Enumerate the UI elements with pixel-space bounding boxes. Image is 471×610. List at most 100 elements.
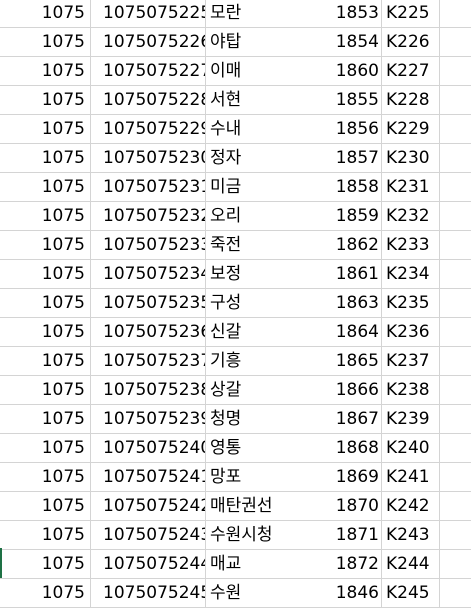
cell-station-number[interactable]: 1863 (300, 289, 382, 317)
cell-station-id[interactable]: 1075075230 (91, 144, 206, 172)
cell-empty[interactable] (440, 347, 471, 375)
cell-station-id[interactable]: 1075075232 (91, 202, 206, 230)
cell-line-code[interactable]: 1075 (0, 492, 91, 520)
cell-station-id[interactable]: 1075075228 (91, 86, 206, 114)
cell-station-id[interactable]: 1075075237 (91, 347, 206, 375)
cell-station-name[interactable]: 모란 (210, 3, 242, 23)
cell-station-name[interactable]: 미금 (210, 177, 242, 197)
cell-line-code[interactable]: 1075 (0, 57, 91, 85)
cell-station-code[interactable]: K236 (382, 318, 440, 346)
cell-line-code[interactable]: 1075 (0, 173, 91, 201)
cell-station-name[interactable]: 망포 (210, 467, 242, 487)
cell-empty[interactable] (440, 0, 471, 27)
cell-station-code[interactable]: K232 (382, 202, 440, 230)
cell-station-code[interactable]: K239 (382, 405, 440, 433)
cell-empty[interactable] (440, 376, 471, 404)
cell-station-name[interactable]: 구성 (210, 293, 242, 313)
cell-station-number[interactable]: 1868 (300, 434, 382, 462)
cell-line-code[interactable]: 1075 (0, 463, 91, 491)
cell-station-id[interactable]: 1075075235 (91, 289, 206, 317)
cell-station-number[interactable]: 1860 (300, 57, 382, 85)
cell-line-code[interactable]: 1075 (0, 202, 91, 230)
cell-station-code[interactable]: K233 (382, 231, 440, 259)
cell-empty[interactable] (440, 521, 471, 549)
cell-station-code[interactable]: K226 (382, 28, 440, 56)
cell-line-code[interactable]: 1075 (0, 0, 91, 27)
cell-station-name[interactable]: 신갈 (210, 322, 242, 342)
cell-station-id[interactable]: 1075075233 (91, 231, 206, 259)
cell-line-code[interactable]: 1075 (0, 376, 91, 404)
cell-station-name[interactable]: 매탄권선 (210, 496, 273, 516)
cell-station-name[interactable]: 수내 (210, 119, 242, 139)
cell-station-number[interactable]: 1862 (300, 231, 382, 259)
cell-empty[interactable] (440, 492, 471, 520)
cell-station-name[interactable]: 기흥 (210, 351, 242, 371)
cell-station-id[interactable]: 1075075229 (91, 115, 206, 143)
cell-line-code[interactable]: 1075 (0, 231, 91, 259)
cell-station-id[interactable]: 1075075227 (91, 57, 206, 85)
cell-line-code[interactable]: 1075 (0, 28, 91, 56)
cell-station-number[interactable]: 1867 (300, 405, 382, 433)
cell-station-number[interactable]: 1846 (300, 579, 382, 607)
cell-line-code[interactable]: 1075 (0, 347, 91, 375)
cell-station-name[interactable]: 야탑 (210, 32, 242, 52)
cell-station-number[interactable]: 1864 (300, 318, 382, 346)
cell-line-code[interactable]: 1075 (0, 434, 91, 462)
cell-line-code[interactable]: 1075 (0, 405, 91, 433)
cell-empty[interactable] (440, 550, 471, 578)
cell-line-code[interactable]: 1075 (0, 521, 91, 549)
cell-station-code[interactable]: K243 (382, 521, 440, 549)
cell-station-code[interactable]: K229 (382, 115, 440, 143)
cell-station-id[interactable]: 1075075226 (91, 28, 206, 56)
cell-line-code[interactable]: 1075 (0, 550, 91, 578)
cell-station-number[interactable]: 1855 (300, 86, 382, 114)
cell-station-number[interactable]: 1854 (300, 28, 382, 56)
cell-station-id[interactable]: 1075075238 (91, 376, 206, 404)
cell-station-name[interactable]: 매교 (210, 554, 242, 574)
cell-station-id[interactable]: 1075075225 (91, 0, 206, 27)
cell-station-code[interactable]: K235 (382, 289, 440, 317)
cell-station-id[interactable]: 1075075243 (91, 521, 206, 549)
cell-station-name[interactable]: 수원시청 (210, 525, 273, 545)
cell-empty[interactable] (440, 57, 471, 85)
cell-station-name[interactable]: 정자 (210, 148, 242, 168)
cell-empty[interactable] (440, 86, 471, 114)
cell-station-number[interactable]: 1871 (300, 521, 382, 549)
cell-station-number[interactable]: 1853 (300, 0, 382, 27)
cell-station-name[interactable]: 죽전 (210, 235, 242, 255)
cell-station-code[interactable]: K238 (382, 376, 440, 404)
cell-station-name[interactable]: 수원 (210, 583, 242, 603)
cell-empty[interactable] (440, 579, 471, 607)
cell-station-name[interactable]: 청명 (210, 409, 242, 429)
cell-station-id[interactable]: 1075075239 (91, 405, 206, 433)
cell-station-name[interactable]: 서현 (210, 90, 242, 110)
cell-station-id[interactable]: 1075075241 (91, 463, 206, 491)
cell-empty[interactable] (440, 173, 471, 201)
cell-station-number[interactable]: 1866 (300, 376, 382, 404)
cell-line-code[interactable]: 1075 (0, 318, 91, 346)
cell-station-code[interactable]: K234 (382, 260, 440, 288)
cell-empty[interactable] (440, 318, 471, 346)
cell-station-number[interactable]: 1861 (300, 260, 382, 288)
cell-station-number[interactable]: 1870 (300, 492, 382, 520)
cell-station-code[interactable]: K231 (382, 173, 440, 201)
cell-station-number[interactable]: 1857 (300, 144, 382, 172)
cell-station-code[interactable]: K245 (382, 579, 440, 607)
cell-line-code[interactable]: 1075 (0, 289, 91, 317)
cell-station-id[interactable]: 1075075236 (91, 318, 206, 346)
cell-station-code[interactable]: K225 (382, 0, 440, 27)
cell-empty[interactable] (440, 115, 471, 143)
cell-station-name[interactable]: 영통 (210, 438, 242, 458)
cell-line-code[interactable]: 1075 (0, 260, 91, 288)
cell-empty[interactable] (440, 463, 471, 491)
cell-line-code[interactable]: 1075 (0, 86, 91, 114)
cell-empty[interactable] (440, 434, 471, 462)
cell-empty[interactable] (440, 405, 471, 433)
cell-empty[interactable] (440, 28, 471, 56)
cell-station-number[interactable]: 1872 (300, 550, 382, 578)
cell-station-name[interactable]: 보정 (210, 264, 242, 284)
cell-empty[interactable] (440, 260, 471, 288)
cell-station-name[interactable]: 오리 (210, 206, 242, 226)
cell-station-number[interactable]: 1865 (300, 347, 382, 375)
cell-station-id[interactable]: 1075075242 (91, 492, 206, 520)
